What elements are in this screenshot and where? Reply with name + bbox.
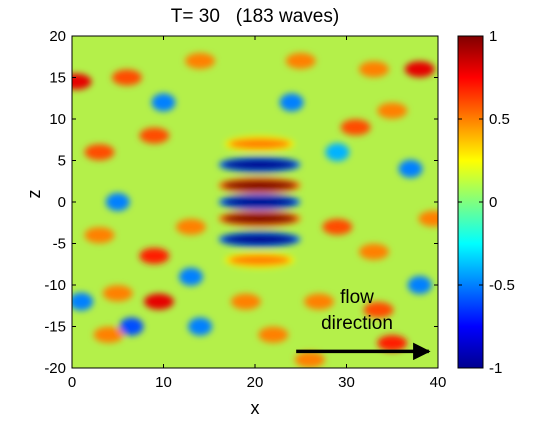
x-tick-label: 20 xyxy=(247,374,264,391)
field-feature-2 xyxy=(185,52,216,69)
x-axis-label: x xyxy=(251,398,260,418)
x-tick-label: 40 xyxy=(430,374,447,391)
y-tick-label: 0 xyxy=(58,194,66,211)
wavepacket-band-2 xyxy=(222,179,297,191)
field-feature-14 xyxy=(358,243,389,260)
field-feature-16 xyxy=(102,285,133,302)
wavepacket-band-3 xyxy=(222,196,297,208)
field-feature-19 xyxy=(304,293,335,310)
field-feature-13 xyxy=(322,218,353,235)
x-tick-label: 30 xyxy=(338,374,355,391)
y-tick-label: -20 xyxy=(44,360,66,377)
y-axis: 20 15 10 5 0 -5 -10 -15 -20 xyxy=(44,28,438,377)
field-feature-8 xyxy=(340,119,371,136)
annotation-line1: flow xyxy=(340,287,374,308)
field-feature-22 xyxy=(258,326,289,343)
field-feature-28 xyxy=(105,193,130,211)
field-feature-6 xyxy=(84,144,115,161)
x-axis: 0 10 20 30 40 xyxy=(68,36,447,391)
field-feature-7 xyxy=(139,127,170,144)
y-tick-label: 10 xyxy=(49,111,66,128)
field-feature-32 xyxy=(72,292,94,311)
field-feature-21 xyxy=(93,326,124,343)
y-tick-label: 20 xyxy=(49,28,66,45)
wavepacket-band-5 xyxy=(222,233,297,245)
field-feature-23 xyxy=(294,351,325,368)
field-feature-25 xyxy=(151,93,176,112)
flow-direction-annotation: flow direction xyxy=(296,287,431,361)
x-tick-label: 0 xyxy=(68,374,76,391)
field-feature-4 xyxy=(358,61,389,78)
field-feature-24 xyxy=(377,335,408,352)
field-feature-31 xyxy=(188,317,213,336)
field-feature-10 xyxy=(84,227,115,244)
y-tick-label: -10 xyxy=(44,277,66,294)
field-feature-33 xyxy=(407,276,432,294)
field-feature-17 xyxy=(143,293,174,310)
field-feature-5 xyxy=(404,61,435,78)
colorbar-tick-label: -0.5 xyxy=(489,277,515,294)
field-feature-27 xyxy=(398,159,423,178)
plot-area xyxy=(72,36,438,368)
y-axis-label: z xyxy=(24,190,44,199)
wavepacket-band-4 xyxy=(222,213,297,225)
field-feature-30 xyxy=(119,317,144,336)
field-feature-26 xyxy=(279,93,304,112)
colorbar-tick-label: 1 xyxy=(489,28,497,45)
colorbar-tick-label: 0 xyxy=(489,194,497,211)
wavepacket-band-1 xyxy=(222,159,297,171)
field-feature-11 xyxy=(139,247,170,264)
wavepacket-band-6 xyxy=(228,254,291,266)
field-feature-15 xyxy=(418,210,438,227)
wavepacket-band-0 xyxy=(228,138,291,150)
y-tick-label: 5 xyxy=(58,153,66,170)
field-feature-18 xyxy=(230,293,261,310)
y-tick-label: -15 xyxy=(44,319,66,336)
field-feature-20 xyxy=(363,301,394,318)
y-tick-label: -5 xyxy=(53,236,66,253)
colorbar: 1 0.5 0 -0.5 -1 xyxy=(457,28,515,377)
colorbar-tick-label: -1 xyxy=(489,360,502,377)
field-feature-3 xyxy=(285,52,316,69)
colorbar-tick-label: 0.5 xyxy=(489,111,510,128)
field-feature-1 xyxy=(111,69,142,86)
field-feature-9 xyxy=(377,102,408,119)
field-feature-0 xyxy=(72,73,92,90)
annotation-line2: direction xyxy=(321,313,393,334)
field-feature-12 xyxy=(175,218,206,235)
x-tick-label: 10 xyxy=(155,374,172,391)
field-feature-34 xyxy=(325,143,350,162)
chart-title: T= 30 (183 waves) xyxy=(171,6,339,27)
field-feature-29 xyxy=(178,267,203,286)
y-tick-label: 15 xyxy=(49,70,66,87)
